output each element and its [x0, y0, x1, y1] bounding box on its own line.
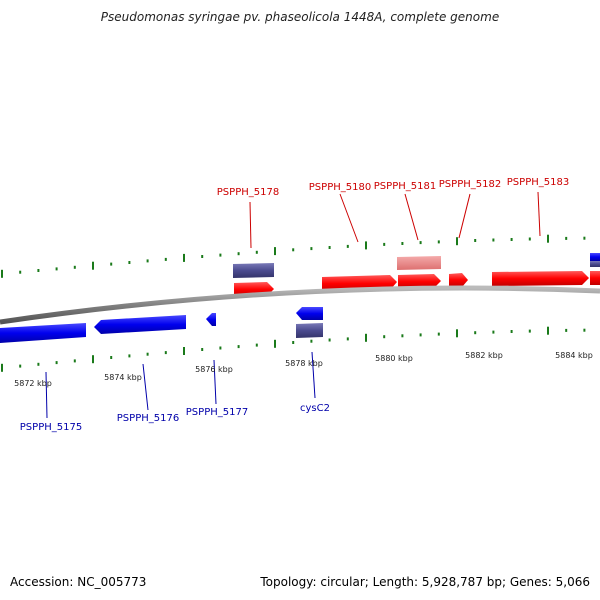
gene-label-pspph-5176[interactable]: PSPPH_5176 [117, 413, 179, 424]
scale-label-5882-kbp: 5882 kbp [465, 351, 503, 360]
footer-accession: Accession: NC_005773 [10, 575, 147, 589]
gene-label-pspph-5182[interactable]: PSPPH_5182 [439, 179, 501, 190]
gene-pspph-5176[interactable] [94, 315, 186, 334]
gene-label-pspph-5183[interactable]: PSPPH_5183 [507, 177, 569, 188]
scale-label-5874-kbp: 5874 kbp [104, 373, 142, 382]
leader-line-pspph-5175 [45, 371, 48, 419]
leader-line-pspph-5178 [249, 201, 252, 249]
gene-label-pspph-5180[interactable]: PSPPH_5180 [309, 182, 371, 193]
scale-label-5884-kbp: 5884 kbp [555, 351, 593, 360]
reverse-strand-genes [0, 307, 323, 343]
gene-partial-forward-edge[interactable] [590, 271, 600, 285]
leader-line-cysc2 [311, 351, 316, 399]
gene-label-cysc2[interactable]: cysC2 [300, 403, 330, 414]
scale-label-5880-kbp: 5880 kbp [375, 354, 413, 363]
outer-tick-marks [1, 234, 586, 278]
scale-label-5878-kbp: 5878 kbp [285, 359, 323, 368]
leader-line-pspph-5177 [213, 359, 217, 405]
rna-gene-cysc2[interactable] [296, 323, 323, 338]
rna-gene-pspph-5181[interactable] [397, 256, 441, 270]
label-leader-lines [45, 191, 541, 419]
gene-labels-reverse: PSPPH_5175 PSPPH_5176 PSPPH_5177 cysC2 [20, 403, 330, 433]
page-title: Pseudomonas syringae pv. phaseolicola 14… [100, 10, 500, 24]
forward-strand-genes [233, 253, 600, 297]
scale-label-5876-kbp: 5876 kbp [195, 365, 233, 374]
leader-line-pspph-5180 [339, 193, 359, 243]
leader-line-pspph-5182 [458, 193, 471, 239]
gene-labels-forward: PSPPH_5178 PSPPH_5180 PSPPH_5181 PSPPH_5… [217, 177, 569, 198]
scale-label-5872-kbp: 5872 kbp [14, 379, 52, 388]
inner-tick-marks [1, 326, 586, 372]
gene-pspph-5175[interactable] [0, 323, 86, 343]
leader-line-pspph-5176 [142, 363, 149, 411]
gene-label-pspph-5178[interactable]: PSPPH_5178 [217, 187, 279, 198]
gene-label-pspph-5177[interactable]: PSPPH_5177 [186, 407, 248, 418]
leader-line-pspph-5181 [404, 193, 419, 241]
gene-label-pspph-5175[interactable]: PSPPH_5175 [20, 422, 82, 433]
scale-labels: 5872 kbp 5874 kbp 5876 kbp 5878 kbp 5880… [14, 351, 593, 388]
gene-label-pspph-5181[interactable]: PSPPH_5181 [374, 181, 436, 192]
gene-pspph-5182[interactable] [449, 273, 468, 287]
gene-pspph-5183[interactable] [492, 271, 589, 286]
leader-line-pspph-5183 [537, 191, 541, 237]
gene-partial-top-edge-blue[interactable] [590, 253, 600, 261]
gene-cysc2[interactable] [296, 307, 323, 320]
genome-backbone [0, 285, 600, 325]
rna-gene-pspph-5178[interactable] [233, 263, 274, 278]
gene-partial-top-edge-purple[interactable] [590, 261, 600, 267]
gene-pspph-5181[interactable] [398, 274, 441, 289]
footer-summary: Topology: circular; Length: 5,928,787 bp… [260, 575, 590, 589]
gene-pspph-5177[interactable] [206, 313, 216, 326]
